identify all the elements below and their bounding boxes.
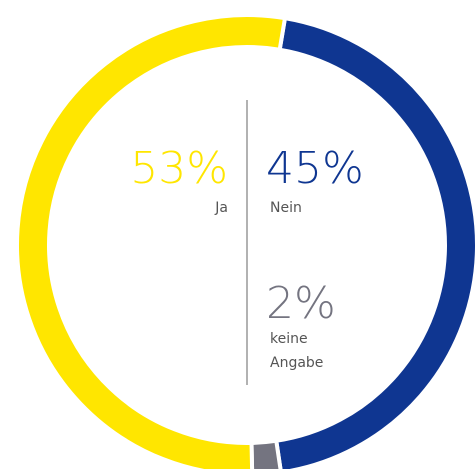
donut-segment	[273, 15, 476, 469]
donut-segment	[249, 438, 283, 469]
category-label-line: keine	[270, 331, 308, 347]
category-label: Ja	[214, 200, 228, 216]
category-label-line: Ja	[214, 200, 228, 216]
category-label-line: Nein	[270, 200, 302, 216]
category-label-line: Angabe	[270, 355, 323, 371]
donut-segment	[15, 13, 288, 469]
value-label: 2%	[266, 278, 336, 329]
category-label: Nein	[270, 200, 302, 216]
value-label: 53%	[130, 143, 228, 194]
value-label: 45%	[266, 143, 364, 194]
category-label: keine Angabe	[270, 331, 323, 371]
